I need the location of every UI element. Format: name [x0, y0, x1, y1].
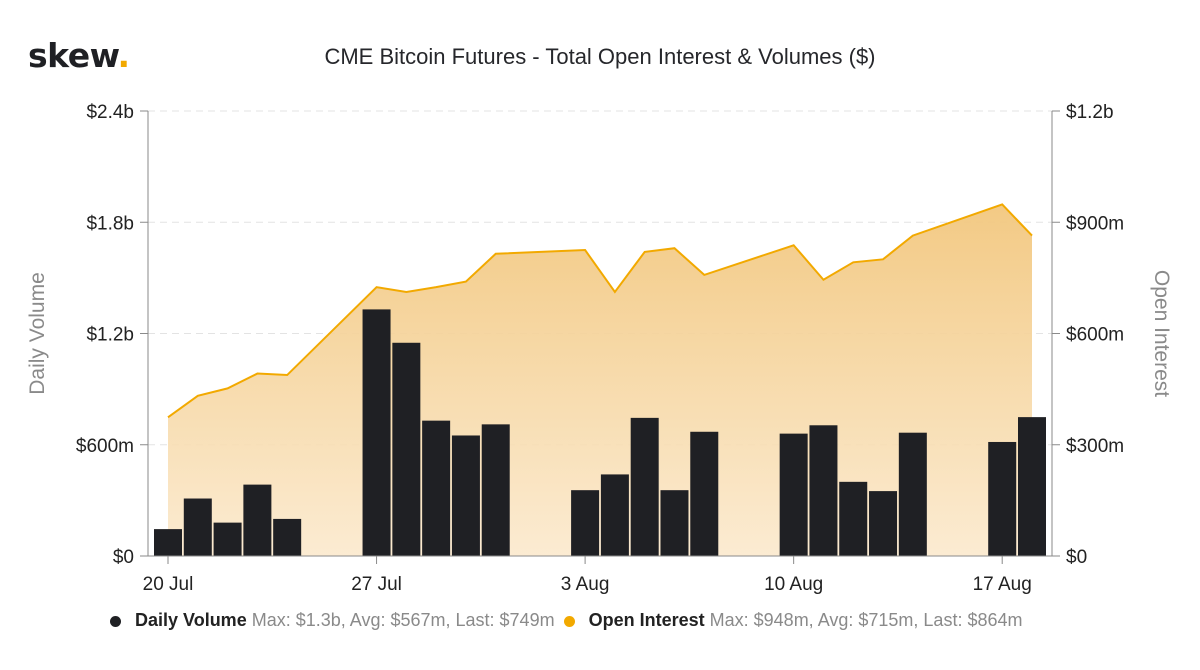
volume-bar: [988, 441, 1017, 556]
right-tick-label: $0: [1066, 547, 1087, 568]
left-tick-label: $2.4b: [86, 102, 134, 123]
open-interest-marker: [563, 615, 575, 627]
left-tick-label: $1.2b: [86, 325, 134, 346]
legend-item-daily-volume[interactable]: Daily Volume Max: $1.3b, Avg: $567m, Las…: [110, 610, 555, 631]
volume-bar: [273, 518, 302, 556]
x-tick-label: 27 Jul: [351, 574, 402, 595]
legend: Daily Volume Max: $1.3b, Avg: $567m, Las…: [110, 610, 1027, 631]
chart-canvas: $0 $0 $600m $300m $1.2b $600m $1.8b $900m $2.4b $…: [26, 102, 1173, 595]
volume-bar: [422, 420, 451, 556]
volume-bar: [154, 529, 182, 556]
volume-bar: [660, 490, 689, 556]
axes: $0 $0 $600m $300m $1.2b $600m $1.8b $900m $2.4b $…: [26, 102, 1173, 595]
right-tick-label: $300m: [1066, 436, 1124, 457]
daily-volume-stats: Max: $1.3b, Avg: $567m, Last: $749m: [251, 610, 555, 630]
volume-bar: [392, 342, 421, 556]
volume-bar: [898, 432, 927, 556]
x-tick-label: 10 Aug: [764, 574, 823, 595]
right-tick-label: $900m: [1066, 213, 1124, 234]
volume-bar: [839, 481, 868, 556]
left-axis-title: Daily Volume: [26, 272, 49, 395]
daily-volume-series: [154, 309, 1046, 556]
volume-bar: [243, 484, 272, 556]
x-tick-label: 3 Aug: [561, 574, 610, 595]
volume-bar: [809, 425, 838, 556]
open-interest-stats: Max: $948m, Avg: $715m, Last: $864m: [709, 610, 1023, 630]
legend-item-open-interest[interactable]: Open Interest Max: $948m, Avg: $715m, La…: [563, 610, 1023, 631]
left-tick-label: $600m: [76, 436, 134, 457]
right-tick-label: $1.2b: [1066, 102, 1114, 123]
volume-bar: [600, 474, 629, 556]
chart-title: CME Bitcoin Futures - Total Open Interes…: [324, 44, 876, 69]
volume-bar: [183, 498, 212, 556]
right-tick-label: $600m: [1066, 325, 1124, 346]
skew-logo: skew.: [28, 36, 130, 75]
x-tick-label: 20 Jul: [143, 574, 194, 595]
volume-bar: [362, 309, 391, 556]
daily-volume-marker: [110, 615, 121, 627]
left-tick-label: $0: [113, 547, 134, 568]
volume-bar: [630, 417, 659, 556]
volume-bar: [451, 435, 480, 556]
x-tick-label: 17 Aug: [973, 574, 1032, 595]
volume-bar: [779, 433, 808, 556]
volume-bar: [1018, 417, 1046, 556]
right-axis-title: Open Interest: [1150, 270, 1173, 397]
open-interest-line: [167, 203, 1033, 419]
volume-bar: [869, 491, 898, 556]
volume-bar: [571, 490, 600, 556]
volume-bar: [690, 431, 719, 556]
volume-bar: [481, 424, 510, 556]
left-tick-label: $1.8b: [86, 213, 134, 234]
volume-bar: [213, 522, 242, 556]
